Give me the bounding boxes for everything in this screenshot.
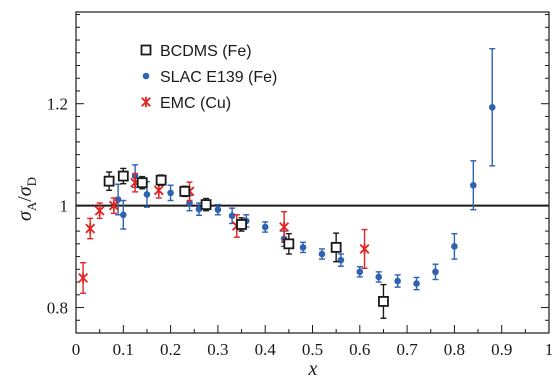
y-tick-label: 1.2 (47, 95, 68, 114)
data-point (94, 205, 105, 217)
data-point (78, 272, 89, 284)
legend-marker (142, 72, 150, 80)
data-point (378, 296, 389, 307)
data-point (330, 241, 342, 253)
data-point (236, 219, 247, 230)
data-point (279, 221, 290, 233)
legend-label: SLAC E139 (Fe) (160, 69, 277, 86)
legend-label: EMC (Cu) (160, 95, 231, 112)
data-point (394, 277, 401, 285)
data-points (78, 47, 496, 319)
data-point (85, 223, 96, 234)
x-tick-label: 0.2 (160, 340, 181, 359)
data-point (283, 238, 295, 250)
data-point (299, 244, 307, 251)
x-tick-label: 0.9 (491, 340, 512, 359)
data-point (413, 280, 420, 287)
legend-label: BCDMS (Fe) (160, 43, 252, 60)
data-point (120, 211, 127, 219)
y-tick-label: 0.8 (47, 299, 68, 318)
data-point (375, 273, 383, 281)
y-axis-label-slash: / (14, 196, 36, 202)
data-point (117, 170, 129, 182)
data-point (488, 103, 496, 111)
data-point (432, 268, 439, 276)
y-axis-label-sub-a: A (24, 201, 39, 211)
y-axis-label-sub-d: D (24, 177, 39, 186)
y-axis-label-main: σ (14, 210, 36, 221)
x-tick-label: 1 (545, 340, 554, 359)
data-point (143, 191, 151, 198)
data-point (155, 174, 167, 186)
data-point (200, 199, 212, 211)
legend-marker (140, 44, 152, 56)
data-point (470, 181, 477, 189)
data-point (103, 175, 115, 187)
x-tick-label: 0.1 (113, 340, 134, 359)
axes (75, 11, 550, 334)
data-point (451, 243, 458, 250)
tick-marks: 0 0.1 0.2 0.3 0.4 0.5 0.6 0.7 0.8 0.9 1 0.8 1 1.2 (47, 14, 554, 359)
data-point (214, 206, 222, 213)
plot-frame (75, 11, 550, 334)
x-tick-label: 0.7 (396, 340, 418, 359)
x-tick-label: 0 (72, 340, 81, 359)
data-point (108, 200, 119, 211)
x-axis-label: x (308, 358, 318, 380)
legend: BCDMS (Fe) SLAC E139 (Fe) EMC (Cu) (140, 43, 277, 112)
data-point (359, 243, 370, 255)
y-axis-label-main-2: σ (14, 185, 36, 196)
x-tick-label: 0.6 (349, 340, 370, 359)
data-point (153, 185, 164, 196)
data-point (167, 189, 174, 197)
y-axis-label: σA/σD (14, 177, 39, 221)
x-tick-label: 0.8 (444, 340, 465, 359)
data-point (179, 185, 191, 197)
data-point (318, 250, 326, 258)
x-tick-label: 0.4 (255, 340, 277, 359)
legend-marker (141, 96, 151, 108)
y-tick-label: 1 (60, 197, 69, 216)
data-point (186, 199, 193, 207)
data-point (337, 256, 345, 264)
data-point (195, 205, 203, 213)
x-tick-label: 0.3 (207, 340, 228, 359)
data-point (261, 223, 269, 231)
data-point (136, 177, 148, 189)
data-point (356, 268, 364, 276)
data-point (228, 212, 236, 220)
x-tick-label: 0.5 (302, 340, 323, 359)
